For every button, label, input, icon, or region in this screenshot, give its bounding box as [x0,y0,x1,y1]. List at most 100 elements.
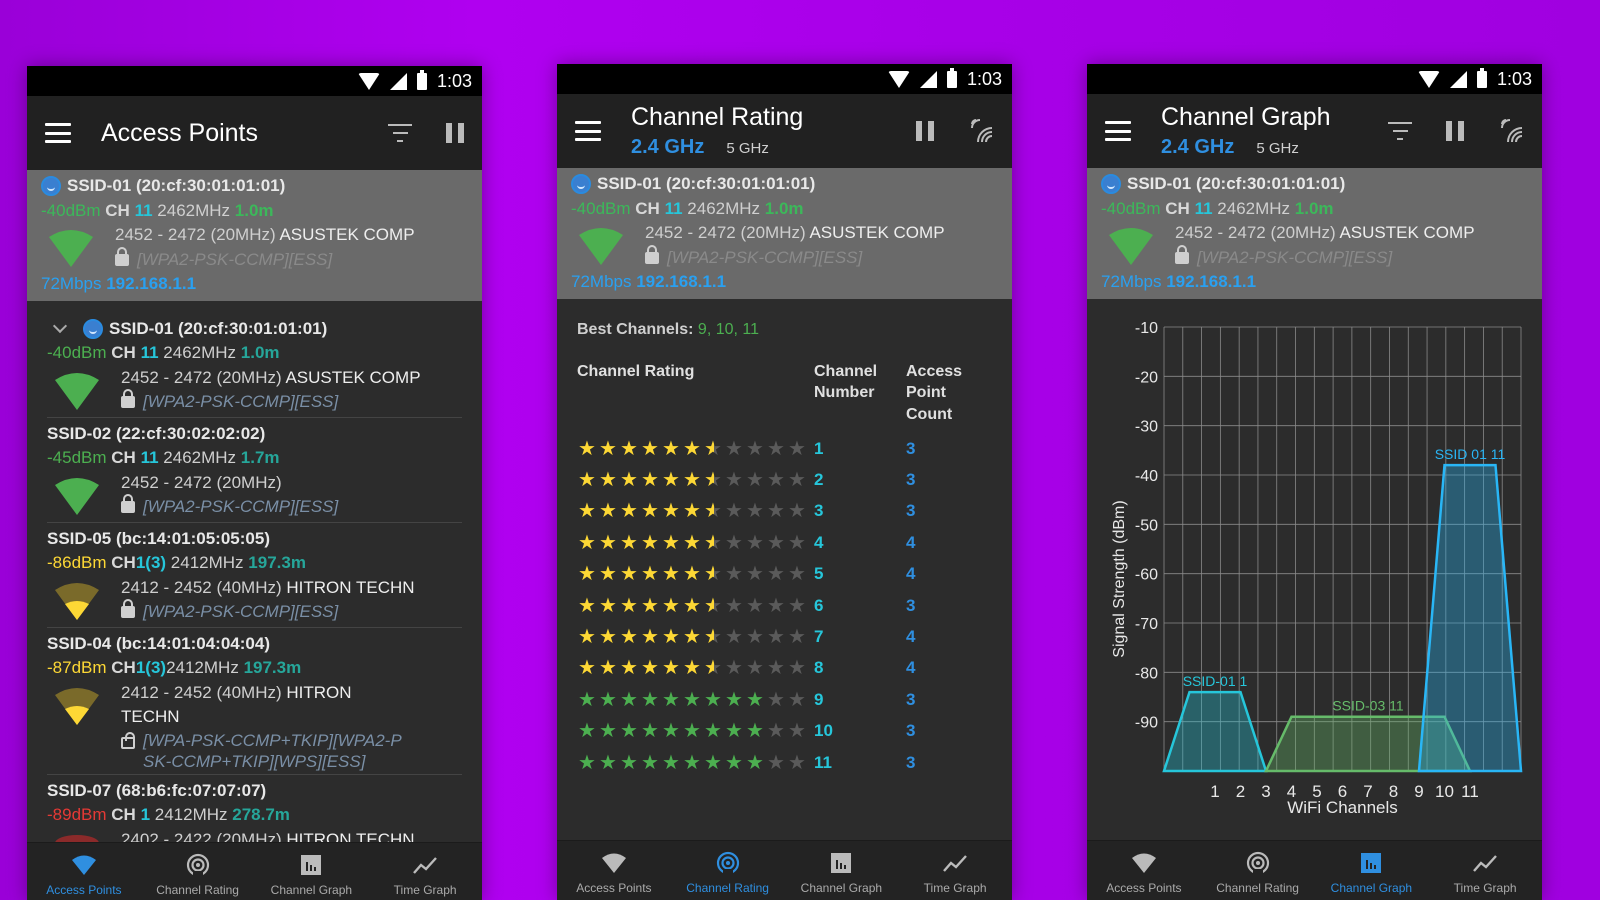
filter-icon[interactable] [1388,122,1412,140]
ap-distance: 1.0m [764,198,804,218]
star-icon: ★ [620,500,638,523]
connected-ap-card[interactable]: SSID-01 (20:cf:30:01:01:01) -40dBm CH 11… [557,168,1012,299]
star-rating: ★ ★ ★ ★ ★ ★ ★ ★ ★ ★ ★ [577,596,814,616]
nav-channel-graph[interactable]: Channel Graph [1315,851,1429,895]
table-row: ★ ★ ★ ★ ★ ★ ★ ★ ★ ★ ★ 4 4 [577,527,992,558]
star-icon: ★ [620,469,638,492]
ch-label: CH [635,198,660,218]
ap-security: [WPA2-PSK-CCMP][ESS] [143,602,339,621]
nav-channel-graph[interactable]: Channel Graph [785,851,899,895]
nav-channel-graph[interactable]: Channel Graph [255,853,369,897]
ap-range: 2452 - 2472 [121,472,212,492]
wifi-icon [1131,853,1156,873]
star-icon: ★ [725,531,743,554]
pause-icon[interactable] [1446,121,1464,141]
star-icon: ★ [725,720,743,743]
wifi-scan-icon[interactable] [1498,118,1524,144]
pause-icon[interactable] [916,121,934,141]
y-tick-label: -80 [1135,665,1158,682]
channel-number: 3 [814,501,824,521]
ap-dbm: -40dBm [1101,198,1161,218]
nav-access-points[interactable]: Access Points [27,853,141,897]
nav-channel-rating[interactable]: Channel Rating [671,851,785,895]
nav-access-points[interactable]: Access Points [1087,851,1201,895]
battery-icon [416,69,427,90]
connected-ap-card[interactable]: SSID-01 (20:cf:30:01:01:01) -40dBm CH 11… [27,170,482,301]
wifi-scan-icon[interactable] [968,118,994,144]
nav-channel-rating[interactable]: Channel Rating [141,853,255,897]
star-icon: ★ [746,594,764,617]
star-icon: ★ [578,720,596,743]
star-icon: ★ [704,563,722,586]
list-item[interactable]: SSID-04 (bc:14:01:04:04:04) -87dBm CH1(3… [47,632,462,775]
nav-label: Channel Rating [1216,881,1299,895]
y-tick-label: -50 [1135,517,1158,534]
battery-icon [946,67,957,88]
star-icon: ★ [767,437,785,460]
wifi-icon [71,855,96,875]
pause-icon[interactable] [446,123,464,143]
ap-frequency: 2412MHz [170,553,244,572]
tab-5ghz[interactable]: 5 GHz [1256,140,1299,157]
star-rating: ★ ★ ★ ★ ★ ★ ★ ★ ★ ★ ★ [577,533,814,553]
star-rating: ★ ★ ★ ★ ★ ★ ★ ★ ★ ★ ★ [577,501,814,521]
hamburger-menu-icon[interactable] [1105,121,1131,141]
nav-time-graph[interactable]: Time Graph [368,853,482,897]
star-icon: ★ [704,500,722,523]
y-tick-label: -10 [1135,320,1158,337]
ap-vendor: ASUSTEK COMP [285,367,421,387]
ap-frequency: 2462MHz [157,200,231,220]
ap-distance: 1.0m [240,343,280,362]
nav-label: Channel Graph [270,883,353,897]
star-rating: ★ ★ ★ ★ ★ ★ ★ ★ ★ ★ ★ [577,470,814,490]
rating-table-header: Channel Rating Channel Number Access Poi… [577,361,992,426]
ap-width: (20MHz) [740,223,806,242]
ap-range: 2452 - 2472 [121,367,212,387]
nav-time-graph[interactable]: Time Graph [898,851,1012,895]
bottom-navigation: Access Points Channel Rating Channel Gra… [27,842,482,900]
star-icon: ★ [767,500,785,523]
ap-vendor: ASUSTEK COMP [1339,223,1475,242]
star-icon: ★ [641,531,659,554]
list-item[interactable]: SSID-05 (bc:14:01:05:05:05) -86dBm CH1(3… [47,527,462,628]
bottom-navigation: Access Points Channel Rating Channel Gra… [1087,840,1542,900]
tab-5ghz[interactable]: 5 GHz [726,140,769,157]
hamburger-menu-icon[interactable] [575,121,601,141]
tab-2-4ghz[interactable]: 2.4 GHz [631,136,705,158]
tab-2-4ghz[interactable]: 2.4 GHz [1161,136,1235,158]
star-icon: ★ [578,563,596,586]
channel-graph-chart: -10 -20 -30 -40 -50 -60 -70 -80 -90 SSID-01 1 SSID… [1087,299,1542,819]
ap-distance: 1.0m [1294,198,1334,218]
star-icon: ★ [683,626,701,649]
status-time: 1:03 [1496,68,1532,89]
hamburger-menu-icon[interactable] [45,123,71,143]
signal-strength-icon [579,228,623,265]
ap-width: (20MHz) [216,367,282,387]
nav-time-graph[interactable]: Time Graph [1428,851,1542,895]
page-title: Channel Graph [1161,103,1331,131]
ap-vendor: ASUSTEK COMP [279,225,415,244]
star-icon: ★ [725,751,743,774]
connected-ap-card[interactable]: SSID-01 (20:cf:30:01:01:01) -40dBm CH 11… [1087,168,1542,299]
star-icon: ★ [641,563,659,586]
star-icon: ★ [746,720,764,743]
nav-label: Time Graph [393,883,457,897]
ap-count: 3 [906,595,916,615]
nav-access-points[interactable]: Access Points [557,851,671,895]
ap-width: (20MHz) [216,472,282,492]
col-channel-rating: Channel Rating [577,362,695,380]
star-icon: ★ [620,751,638,774]
chevron-down-icon[interactable] [52,318,68,333]
star-icon: ★ [767,626,785,649]
star-icon: ★ [746,531,764,554]
star-icon: ★ [599,563,617,586]
ap-range: 2412 - 2452 [121,682,212,702]
list-item[interactable]: SSID-01 (20:cf:30:01:01:01) -40dBm CH 11… [47,317,462,418]
best-channels: Best Channels: 9, 10, 11 [577,321,992,339]
nav-channel-rating[interactable]: Channel Rating [1201,851,1315,895]
ap-security: [WPA-PSK-CCMP+TKIP][WPA2-PSK-CCMP+TKIP][… [143,730,402,771]
list-item[interactable]: SSID-02 (22:cf:30:02:02:02) -45dBm CH 11… [47,422,462,523]
ap-frequency: 2412MHz [166,658,239,677]
channel-number: 5 [814,564,824,584]
filter-icon[interactable] [388,124,412,142]
